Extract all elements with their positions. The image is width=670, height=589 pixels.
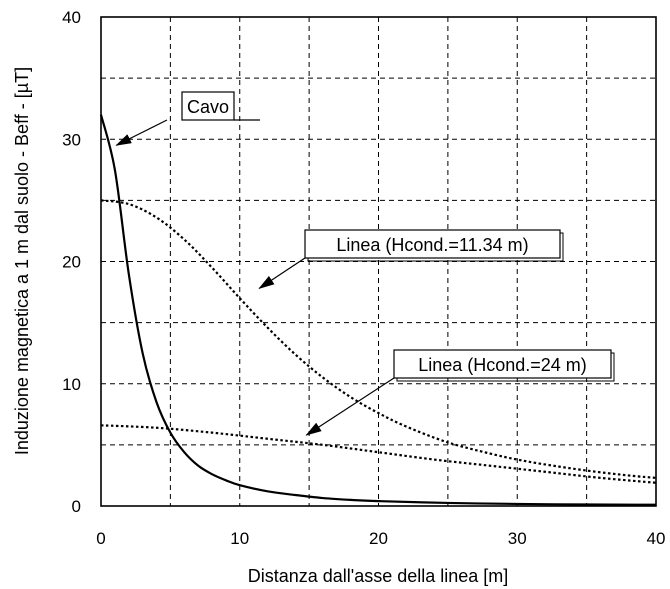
annotation-linea-11-34: Linea (Hcond.=11.34 m) xyxy=(258,229,564,289)
annotation-box xyxy=(393,349,612,379)
x-axis-label: Distanza dall'asse della linea [m] xyxy=(248,566,509,586)
y-tick-label: 20 xyxy=(62,253,81,272)
series-group xyxy=(99,114,657,506)
plot-frame xyxy=(100,16,657,507)
annotation-arrow xyxy=(305,377,395,436)
series-line-cavo xyxy=(99,114,657,506)
annotation-cavo: Cavo xyxy=(115,91,260,146)
annotations: Cavo Linea (Hcond.=11.34 m) Linea (Hcond.=… xyxy=(115,91,615,436)
y-tick-label: 30 xyxy=(62,130,81,149)
x-tick-label: 30 xyxy=(508,529,527,548)
annotation-arrow xyxy=(115,119,168,146)
x-tick-label: 40 xyxy=(647,529,666,548)
annotation-label: Linea (Hcond.=24 m) xyxy=(418,355,587,375)
tick-labels: 0 10 20 30 40 0 10 20 30 40 xyxy=(62,8,665,548)
x-tick-label: 20 xyxy=(369,529,388,548)
annotation-linea-24: Linea (Hcond.=24 m) xyxy=(305,349,615,436)
annotation-box xyxy=(181,91,235,121)
annotation-arrow xyxy=(258,257,306,289)
series-line-linea-11-34 xyxy=(100,199,657,479)
annotation-label: Cavo xyxy=(187,97,229,117)
y-tick-label: 40 xyxy=(62,8,81,27)
y-axis-label: Induzione magnetica a 1 m dal suolo - Be… xyxy=(12,67,32,455)
x-tick-label: 10 xyxy=(230,529,249,548)
y-tick-label: 0 xyxy=(72,497,81,516)
annotation-label: Linea (Hcond.=11.34 m) xyxy=(336,235,528,255)
series-line-linea-24 xyxy=(100,424,657,484)
x-tick-label: 0 xyxy=(96,529,105,548)
y-tick-label: 10 xyxy=(62,375,81,394)
annotation-box xyxy=(304,229,561,259)
